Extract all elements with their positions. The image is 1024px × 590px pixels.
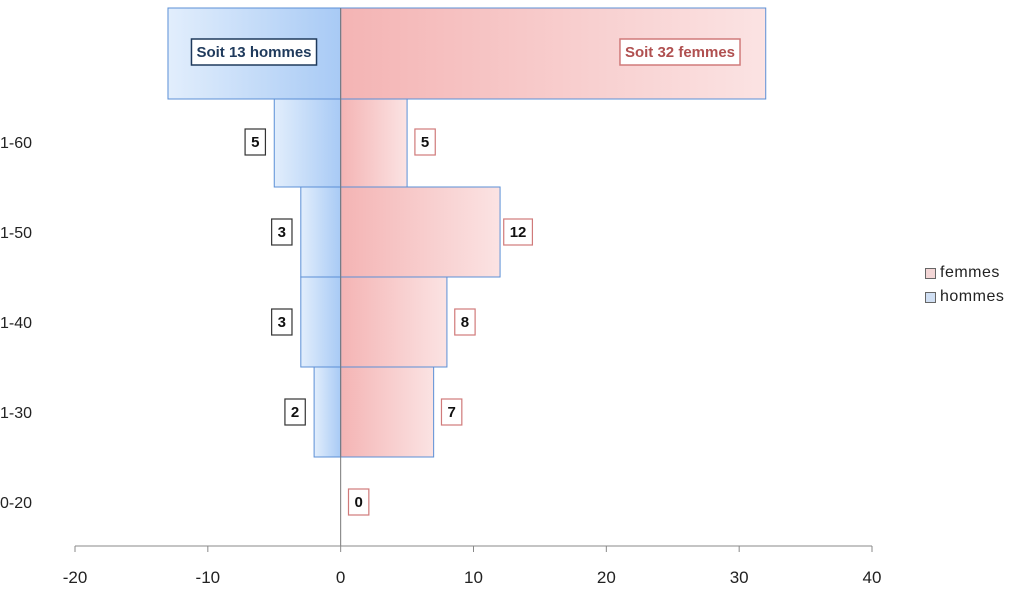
data-label-hommes-box: 2 (284, 398, 306, 426)
data-label-femmes: 12 (510, 224, 527, 241)
data-label-hommes-frame (284, 398, 306, 426)
legend-item-hommes: hommes (925, 285, 1004, 309)
bar-femmes (340, 276, 448, 368)
data-label-femmes-box: 5 (414, 128, 436, 156)
chart-legend: femmes hommes (925, 261, 1004, 309)
data-label-hommes-box: 3 (271, 308, 293, 336)
category-label: 1-30 (0, 405, 32, 422)
data-label-femmes-box: 12 (503, 218, 534, 246)
total-label-hommes-frame (190, 38, 318, 66)
data-label-hommes-frame (271, 308, 293, 336)
total-label-hommes-box: Soit 13 hommes (190, 38, 318, 66)
data-label-femmes-box: 7 (440, 398, 463, 426)
total-label-femmes-frame (619, 38, 741, 66)
data-label-femmes-frame (503, 218, 534, 246)
data-label-femmes-frame (414, 128, 436, 156)
bar-hommes (313, 366, 342, 458)
bar-hommes (273, 96, 342, 188)
total-label-femmes-box: Soit 32 femmes (619, 38, 741, 66)
x-tick-label: 30 (730, 568, 749, 587)
total-label-femmes: Soit 32 femmes (625, 44, 735, 61)
legend-swatch-hommes (925, 291, 936, 303)
data-label-hommes-frame (271, 218, 293, 246)
data-label-femmes: 0 (354, 494, 362, 511)
legend-item-femmes: femmes (925, 261, 1004, 285)
x-tick-label: -10 (196, 568, 221, 587)
legend-swatch-femmes (925, 267, 936, 279)
bar-hommes (300, 186, 342, 278)
legend-label-hommes: hommes (940, 288, 1005, 305)
category-label: 0-20 (0, 495, 32, 512)
x-tick-label: 40 (863, 568, 882, 587)
legend-label-femmes: femmes (940, 264, 1000, 281)
data-label-femmes-frame (347, 488, 370, 516)
data-label-femmes: 7 (447, 404, 455, 421)
x-tick-label: -20 (63, 568, 88, 587)
bar-femmes (340, 186, 501, 278)
data-label-femmes-frame (440, 398, 463, 426)
data-label-femmes-box: 0 (347, 488, 370, 516)
data-label-femmes-frame (454, 308, 476, 336)
data-label-femmes-box: 8 (454, 308, 476, 336)
data-label-hommes-frame (244, 128, 267, 156)
data-label-hommes-box: 3 (271, 218, 293, 246)
data-label-femmes: 8 (461, 314, 469, 331)
bar-femmes (340, 96, 408, 188)
bar-femmes (340, 366, 435, 458)
data-label-hommes: 2 (291, 404, 299, 421)
category-label: 1-40 (0, 315, 32, 332)
category-label: 1-60 (0, 135, 32, 152)
data-label-hommes: 3 (278, 314, 286, 331)
x-tick-label: 20 (597, 568, 616, 587)
bar-hommes (300, 276, 342, 368)
x-tick-label: 10 (464, 568, 483, 587)
x-tick-label: 0 (336, 568, 345, 587)
data-label-hommes-box: 5 (244, 128, 267, 156)
data-label-hommes: 3 (278, 224, 286, 241)
category-label: 1-50 (0, 225, 32, 242)
data-label-femmes: 5 (421, 134, 429, 151)
total-label-hommes: Soit 13 hommes (196, 44, 311, 61)
data-label-hommes: 5 (251, 134, 259, 151)
